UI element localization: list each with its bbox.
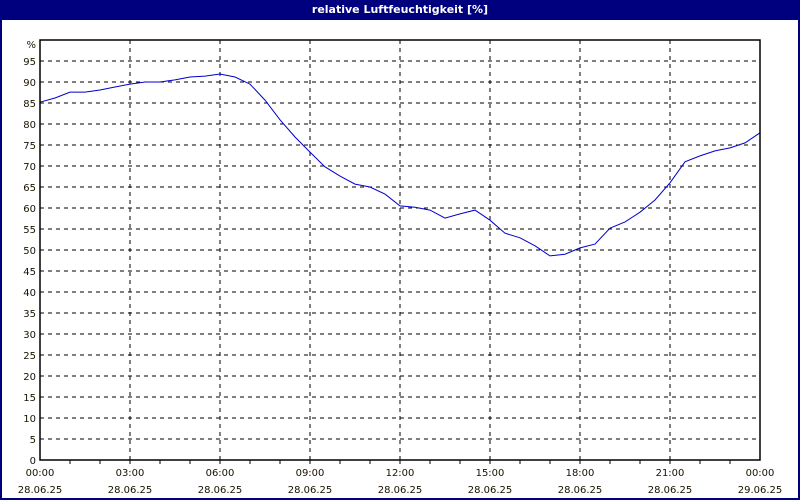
y-tick-label: 85 [23,99,36,110]
x-tick-date: 28.06.25 [198,485,243,496]
y-tick-label: 45 [23,267,36,278]
x-tick-time: 06:00 [206,468,235,479]
y-tick-label: 40 [23,288,36,299]
x-tick-time: 00:00 [26,468,55,479]
y-tick-label: 10 [23,414,36,425]
y-tick-label: 65 [23,183,36,194]
y-tick-label: 60 [23,204,36,215]
y-tick-label: 0 [30,456,36,467]
x-tick-time: 03:00 [116,468,145,479]
plot-area [39,39,761,461]
x-tick-time: 09:00 [296,468,325,479]
y-tick-label: 5 [30,435,36,446]
y-tick-label: 80 [23,120,36,131]
y-tick-label: 25 [23,351,36,362]
y-tick-label: 75 [23,141,36,152]
chart-title: relative Luftfeuchtigkeit [%] [0,0,800,20]
x-tick-date: 28.06.25 [288,485,333,496]
y-tick-label: 55 [23,225,36,236]
x-tick-date: 28.06.25 [18,485,63,496]
x-tick-date: 28.06.25 [558,485,603,496]
grid-lines [40,40,760,460]
y-tick-label: 30 [23,330,36,341]
y-tick-label: 50 [23,246,36,257]
humidity-line [39,73,761,257]
y-tick-label: 90 [23,78,36,89]
x-tick-time: 00:00 [746,468,775,479]
y-tick-label: 15 [23,393,36,404]
x-tick-date: 29.06.25 [738,485,783,496]
x-tick-time: 18:00 [566,468,595,479]
y-axis: 0 5 10 15 20 25 30 35 40 45 50 55 60 65 70 75 80 85 90 95% [23,40,36,467]
x-axis: 00:00 28.06.25 03:00 28.06.25 06:00 28.06.25 0… [18,460,783,496]
y-tick-label: 70 [23,162,36,173]
y-tick-label: 20 [23,372,36,383]
x-tick-date: 28.06.25 [378,485,423,496]
y-unit-label: % [26,40,36,51]
x-tick-date: 28.06.25 [108,485,153,496]
y-tick-label: 95 [23,57,36,68]
x-tick-date: 28.06.25 [468,485,513,496]
x-tick-time: 15:00 [476,468,505,479]
x-tick-time: 21:00 [656,468,685,479]
x-tick-date: 28.06.25 [648,485,693,496]
y-tick-label: 35 [23,309,36,320]
x-tick-time: 12:00 [386,468,415,479]
